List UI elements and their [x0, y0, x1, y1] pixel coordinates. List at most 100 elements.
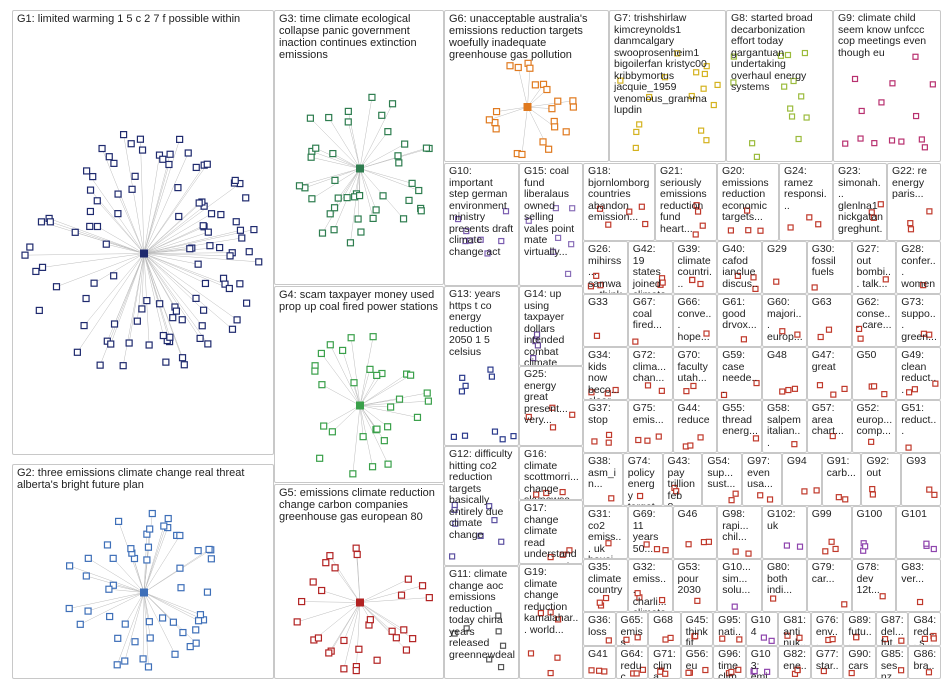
node: [311, 367, 319, 375]
node: [114, 634, 122, 642]
node: [405, 196, 413, 205]
node: [459, 374, 466, 381]
group-label: G31: co2 emiss... uk housi...: [588, 508, 622, 558]
group-g40: G40: cafod ianclue discus...: [717, 241, 762, 294]
node: [562, 128, 570, 136]
group-network-graphic: [657, 667, 669, 677]
group-g59: G59: case neede...: [717, 347, 762, 400]
node: [659, 279, 666, 286]
node: [794, 331, 801, 338]
group-label: G87: del... fut...: [880, 614, 904, 646]
node: [418, 582, 427, 590]
node: [926, 669, 933, 676]
node: [692, 231, 699, 238]
node: [477, 236, 484, 243]
edge: [143, 164, 205, 254]
edge: [143, 525, 165, 593]
group-label: G98: rapi... chil...: [722, 508, 749, 543]
group-g26: G26: mihirss... samwa... think circular.…: [583, 241, 628, 294]
group-network-graphic: [820, 667, 827, 675]
edge: [311, 151, 361, 169]
group-network-graphic: [906, 380, 939, 396]
node: [701, 70, 708, 78]
group-network-graphic: [65, 509, 215, 671]
node: [119, 362, 127, 370]
edge: [359, 392, 428, 406]
node: [395, 395, 404, 403]
node: [392, 634, 400, 642]
node: [816, 382, 823, 389]
node: [531, 81, 539, 89]
group-g52: G52: europ... comp...: [851, 400, 897, 453]
group-network-graphic: [608, 495, 615, 502]
node: [26, 243, 34, 251]
group-g69: G69: 11 years 50...: [627, 506, 673, 559]
node: [731, 603, 739, 610]
node: [89, 172, 97, 181]
node: [879, 593, 886, 600]
node: [207, 555, 215, 563]
group-g32: G32: emiss... charli... climate balan...: [627, 559, 673, 612]
group-network-graphic: [311, 333, 432, 478]
edge: [332, 153, 361, 169]
group-network-graphic: [750, 667, 770, 675]
node: [636, 492, 643, 500]
node: [316, 454, 324, 462]
node: [773, 278, 780, 285]
node: [601, 668, 608, 675]
group-network-graphic: [787, 214, 822, 231]
group-g6: G6: unacceptable australia's emissions r…: [444, 10, 609, 162]
node: [228, 325, 237, 333]
node: [340, 665, 348, 673]
node: [848, 669, 856, 677]
group-label: G51: reduct...: [901, 402, 937, 437]
node: [735, 272, 742, 280]
group-g73: G73: suppo... green...: [896, 294, 941, 347]
edge: [527, 106, 552, 109]
group-label: G45: think fit manh...: [685, 614, 709, 646]
node: [192, 639, 200, 647]
group-label: G17: change climate read understand care…: [524, 502, 577, 563]
node: [701, 666, 709, 674]
node: [559, 488, 566, 496]
node: [217, 210, 225, 219]
node: [593, 272, 600, 279]
node: [741, 336, 748, 343]
group-g39: G39: climate countri...: [672, 241, 718, 294]
group-label: G37: stop: [588, 402, 611, 426]
node: [602, 594, 610, 602]
group-network-graphic: [773, 278, 780, 285]
group-label: G4: scam taxpayer money used prop up coa…: [279, 289, 438, 313]
group-label: G86: bra... bra...: [913, 648, 937, 679]
edge: [359, 168, 377, 210]
node: [46, 218, 54, 226]
node: [693, 202, 700, 209]
edge: [323, 405, 361, 427]
group-network-graphic: [882, 276, 889, 283]
group-g41: G41: [583, 646, 616, 679]
node: [691, 632, 698, 640]
node: [318, 381, 326, 389]
node: [861, 543, 868, 550]
group-network-graphic: [816, 382, 848, 398]
node: [384, 128, 392, 136]
edge: [88, 558, 145, 593]
group-network-graphic: [879, 593, 886, 600]
group-network-graphic: [605, 637, 612, 644]
node: [131, 172, 139, 180]
node: [552, 205, 559, 212]
node: [243, 299, 251, 307]
group-label: G49: clean reduct...: [901, 349, 937, 396]
group-network-graphic: [682, 434, 704, 450]
group-g38: G38: asm_in...: [583, 453, 623, 506]
node: [128, 185, 136, 193]
node: [877, 201, 884, 208]
edge: [140, 139, 145, 254]
node: [857, 135, 864, 142]
group-label: G55: thread energ...: [722, 402, 758, 437]
node: [638, 203, 645, 210]
group-network-graphic: [690, 632, 698, 640]
group-g28: G28: confer... women... paris...: [896, 241, 941, 294]
node: [325, 113, 333, 122]
node: [121, 657, 129, 665]
